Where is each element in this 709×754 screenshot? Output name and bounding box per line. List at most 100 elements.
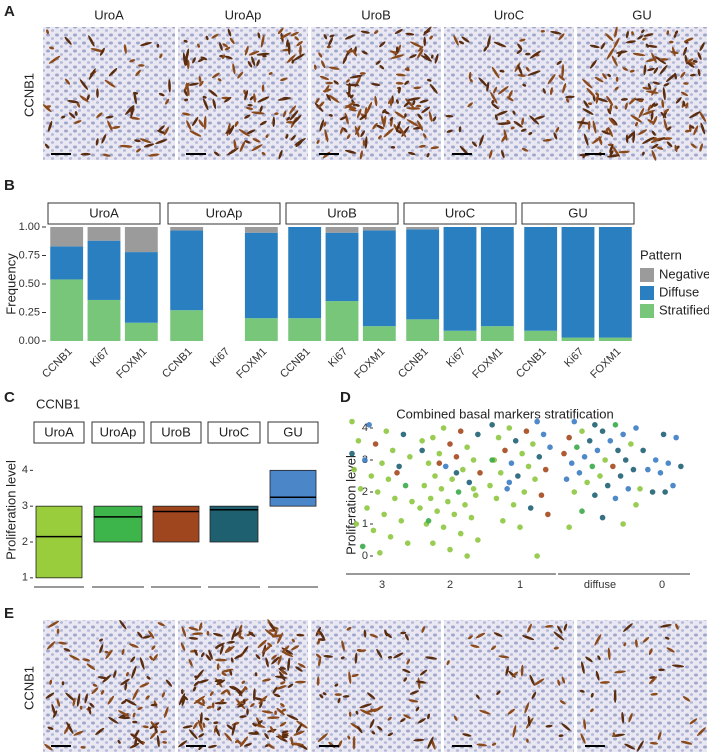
stained-cell (674, 30, 679, 35)
stained-cell (105, 115, 114, 119)
stained-cell (229, 685, 238, 691)
stained-cell (219, 644, 224, 655)
stained-cell (511, 671, 519, 678)
point (534, 553, 540, 559)
stained-cell (342, 695, 350, 698)
stained-cell (692, 60, 698, 63)
stained-cell (280, 703, 285, 708)
stained-cell (233, 139, 237, 151)
stained-cell (156, 735, 160, 748)
stained-cell (102, 153, 111, 157)
stained-cell (497, 122, 511, 125)
panel-label: E (4, 605, 14, 622)
stained-cell (244, 114, 251, 119)
stained-cell (666, 73, 677, 82)
stained-cell (663, 108, 670, 114)
stained-cell (328, 37, 334, 47)
point (640, 447, 646, 454)
stained-cell (672, 46, 676, 57)
legend-swatch (640, 286, 654, 300)
y-tick-label: 1 (22, 572, 28, 584)
stained-cell (188, 82, 199, 86)
stained-cell (419, 669, 428, 676)
stained-cell (685, 60, 696, 65)
stained-cell (128, 643, 139, 648)
stained-cell (68, 112, 76, 119)
bar-segment (87, 299, 121, 341)
stained-cell (61, 681, 65, 686)
point (455, 489, 462, 495)
stained-cell (553, 132, 558, 140)
stained-cell (117, 710, 130, 717)
stained-cell (522, 83, 527, 87)
stained-cell (469, 78, 473, 83)
stained-cell (615, 76, 619, 82)
stained-cell (295, 140, 303, 148)
y-tick-label: 1 (362, 518, 368, 530)
stained-cell (205, 654, 212, 661)
stained-cell (246, 708, 249, 716)
point (453, 454, 460, 460)
stained-cell (669, 40, 674, 44)
bar-segment (524, 330, 558, 341)
stained-cell (215, 727, 220, 737)
point (521, 489, 528, 495)
stained-cell (418, 144, 426, 148)
stained-cell (580, 733, 586, 744)
point (398, 518, 405, 524)
point (394, 470, 400, 476)
stained-cell (165, 679, 173, 687)
stained-cell (117, 740, 121, 744)
stained-cell (409, 54, 417, 59)
stained-cell (257, 96, 270, 103)
bar-segment (170, 230, 204, 311)
stained-cell (346, 79, 350, 83)
stained-cell (475, 632, 486, 639)
point (597, 473, 603, 479)
stained-cell (659, 58, 669, 61)
x-tick-label: FOXM1 (588, 346, 623, 381)
stained-cell (628, 97, 636, 105)
stained-cell (597, 655, 601, 661)
stained-cell (653, 67, 659, 74)
stained-cell (540, 29, 545, 33)
stained-cell (89, 702, 95, 708)
stained-cell (590, 708, 594, 713)
stained-cell (642, 37, 647, 41)
stained-cell (352, 736, 356, 750)
stained-cell (278, 734, 283, 740)
stained-cell (181, 696, 186, 707)
stained-cell (589, 59, 597, 69)
stained-cell (362, 139, 366, 147)
stained-cell (285, 120, 296, 124)
stained-cell (369, 718, 375, 729)
stained-cell (595, 670, 600, 681)
stained-cell (624, 743, 636, 750)
stained-cell (406, 658, 411, 665)
stained-cell (638, 129, 648, 135)
stained-cell (280, 681, 286, 685)
stained-cell (360, 30, 370, 34)
facet-title: GU (568, 205, 588, 220)
point (592, 492, 598, 499)
column-title: UroAp (225, 7, 262, 22)
stained-cell (486, 82, 490, 92)
stained-cell (221, 668, 234, 673)
stained-cell (66, 721, 74, 735)
stained-cell (428, 111, 433, 122)
y-label: Frequency (3, 253, 18, 315)
point (466, 479, 473, 486)
stained-cell (697, 68, 701, 77)
stained-cell (143, 143, 155, 148)
stained-cell (84, 693, 88, 704)
point (592, 422, 598, 428)
stained-cell (329, 34, 335, 38)
stained-cell (234, 739, 239, 744)
stained-cell (550, 87, 553, 96)
stained-cell (642, 136, 655, 144)
stained-cell (208, 649, 213, 660)
point (368, 473, 375, 479)
stained-cell (180, 642, 186, 651)
stained-cell (237, 71, 244, 79)
stained-cell (136, 148, 142, 153)
